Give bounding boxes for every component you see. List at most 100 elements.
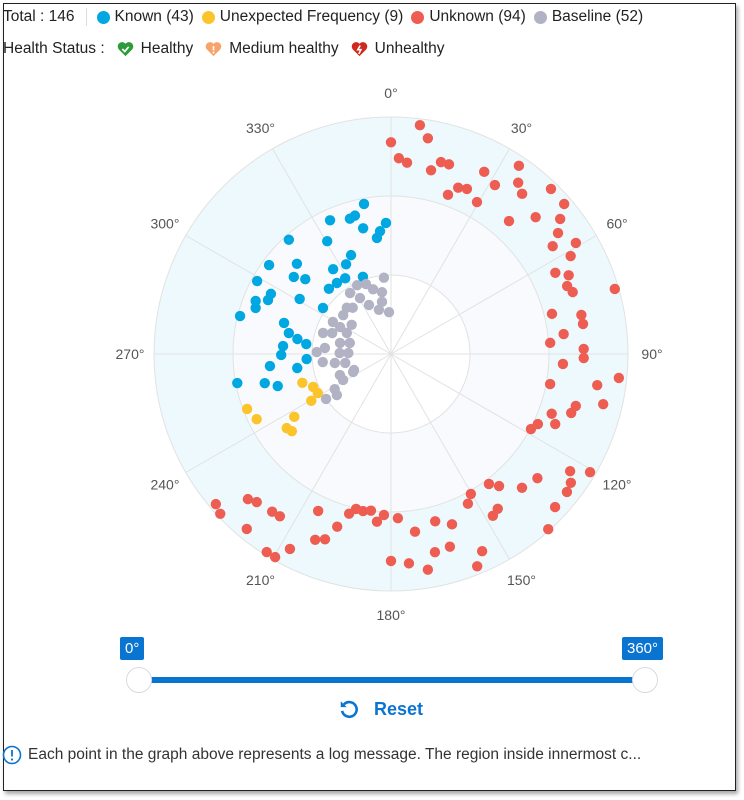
data-point-unknown bbox=[312, 505, 324, 517]
data-point-baseline bbox=[378, 272, 390, 283]
data-point-unknown bbox=[544, 378, 556, 390]
data-point-unknown bbox=[544, 337, 556, 349]
data-point-baseline bbox=[341, 327, 352, 339]
data-point-known bbox=[301, 353, 312, 365]
health-healthy: Healthy bbox=[117, 40, 194, 58]
data-point-unknown bbox=[483, 478, 495, 490]
legend-unexpected[interactable]: Unexpected Frequency (9) bbox=[201, 8, 403, 26]
data-point-unknown bbox=[266, 506, 278, 517]
data-point-unknown bbox=[452, 182, 464, 193]
data-point-unexpected-frequency bbox=[306, 395, 317, 406]
data-point-known bbox=[340, 259, 352, 270]
data-point-unknown bbox=[546, 308, 558, 320]
spoke-line bbox=[390, 235, 597, 355]
data-point-unknown bbox=[401, 157, 413, 168]
angle-tick-label: 30° bbox=[511, 120, 532, 136]
data-point-unexpected-frequency bbox=[289, 411, 300, 423]
data-point-unknown bbox=[557, 358, 569, 370]
data-point-baseline bbox=[376, 296, 388, 308]
data-point-baseline bbox=[354, 292, 366, 304]
data-point-known bbox=[232, 377, 243, 389]
angle-tick-label: 90° bbox=[641, 346, 662, 362]
data-point-unexpected-frequency bbox=[286, 425, 298, 437]
legend-known[interactable]: Known (43) bbox=[96, 8, 194, 26]
data-point-baseline bbox=[327, 327, 338, 339]
data-point-baseline bbox=[317, 327, 329, 339]
data-point-baseline bbox=[343, 347, 354, 359]
data-point-baseline bbox=[344, 287, 356, 299]
angle-tick-label: 60° bbox=[606, 216, 627, 232]
known-dot-icon bbox=[96, 10, 110, 24]
data-point-unknown bbox=[462, 498, 474, 509]
unknown-dot-icon bbox=[411, 10, 425, 24]
health-medium: Medium healthy bbox=[205, 40, 339, 58]
reset-button[interactable]: Reset bbox=[338, 698, 423, 720]
data-point-unknown bbox=[578, 352, 589, 364]
health-label: Unhealthy bbox=[374, 40, 445, 57]
health-unhealthy: Unhealthy bbox=[351, 40, 445, 58]
unexpected-dot-icon bbox=[201, 10, 215, 24]
legend-label: Known (43) bbox=[114, 8, 194, 25]
data-point-known bbox=[272, 380, 283, 392]
angle-tick-label: 180° bbox=[377, 607, 406, 623]
spoke-line bbox=[390, 353, 597, 473]
data-point-unknown bbox=[564, 466, 576, 477]
data-point-known bbox=[251, 275, 263, 287]
spoke-line bbox=[390, 353, 510, 560]
data-point-unknown bbox=[558, 198, 570, 210]
data-point-unknown bbox=[215, 508, 226, 519]
data-point-unknown bbox=[429, 547, 441, 558]
data-point-unknown bbox=[409, 526, 421, 537]
angle-tick-label: 150° bbox=[507, 572, 536, 588]
data-point-known bbox=[250, 302, 261, 314]
data-point-known bbox=[283, 327, 295, 339]
reset-icon bbox=[340, 700, 358, 718]
range-min-label: 0° bbox=[120, 637, 145, 660]
data-point-known bbox=[291, 258, 303, 269]
angle-tick-label: 330° bbox=[246, 120, 275, 136]
range-max-handle[interactable] bbox=[632, 667, 658, 693]
data-point-known bbox=[358, 198, 370, 210]
data-point-unknown bbox=[609, 283, 620, 295]
data-point-unknown bbox=[435, 156, 447, 168]
data-point-known bbox=[339, 273, 351, 284]
data-point-unknown bbox=[444, 541, 456, 552]
data-point-unknown bbox=[577, 318, 589, 330]
reset-label: Reset bbox=[374, 698, 424, 719]
data-point-unknown bbox=[471, 196, 483, 208]
data-point-unknown bbox=[284, 543, 296, 555]
data-point-baseline bbox=[344, 337, 355, 349]
data-point-unknown bbox=[242, 493, 254, 505]
data-point-baseline bbox=[311, 346, 322, 358]
data-point-unknown bbox=[532, 472, 543, 484]
data-point-known bbox=[300, 274, 311, 285]
range-min-handle[interactable] bbox=[126, 667, 152, 693]
data-point-unknown bbox=[567, 286, 578, 298]
legend-label: Unknown (94) bbox=[429, 8, 526, 25]
data-point-unknown bbox=[392, 512, 404, 524]
legend-label: Baseline (52) bbox=[551, 8, 644, 25]
data-point-unknown bbox=[429, 516, 441, 527]
data-point-unknown bbox=[414, 119, 426, 131]
data-point-baseline bbox=[367, 284, 379, 295]
data-point-unknown bbox=[565, 250, 576, 262]
range-slider-track[interactable] bbox=[135, 677, 640, 683]
data-point-unknown bbox=[543, 524, 554, 535]
data-point-unknown bbox=[512, 177, 524, 188]
data-point-baseline bbox=[334, 347, 345, 359]
legend-unknown[interactable]: Unknown (94) bbox=[411, 8, 526, 26]
spoke-line bbox=[390, 148, 510, 355]
heart-broken-icon bbox=[351, 42, 367, 57]
health-label: Healthy bbox=[140, 40, 194, 57]
heart-check-icon bbox=[117, 42, 133, 57]
spoke-line bbox=[272, 148, 392, 355]
data-point-known bbox=[283, 234, 295, 245]
data-point-known bbox=[292, 333, 303, 345]
data-point-unknown bbox=[545, 183, 557, 195]
legend-baseline[interactable]: Baseline (52) bbox=[533, 8, 644, 26]
angle-tick-label: 270° bbox=[116, 346, 145, 362]
data-point-unknown bbox=[546, 408, 557, 419]
data-point-unknown bbox=[385, 137, 397, 148]
health-label: Medium healthy bbox=[229, 40, 339, 57]
data-point-baseline bbox=[376, 287, 388, 298]
